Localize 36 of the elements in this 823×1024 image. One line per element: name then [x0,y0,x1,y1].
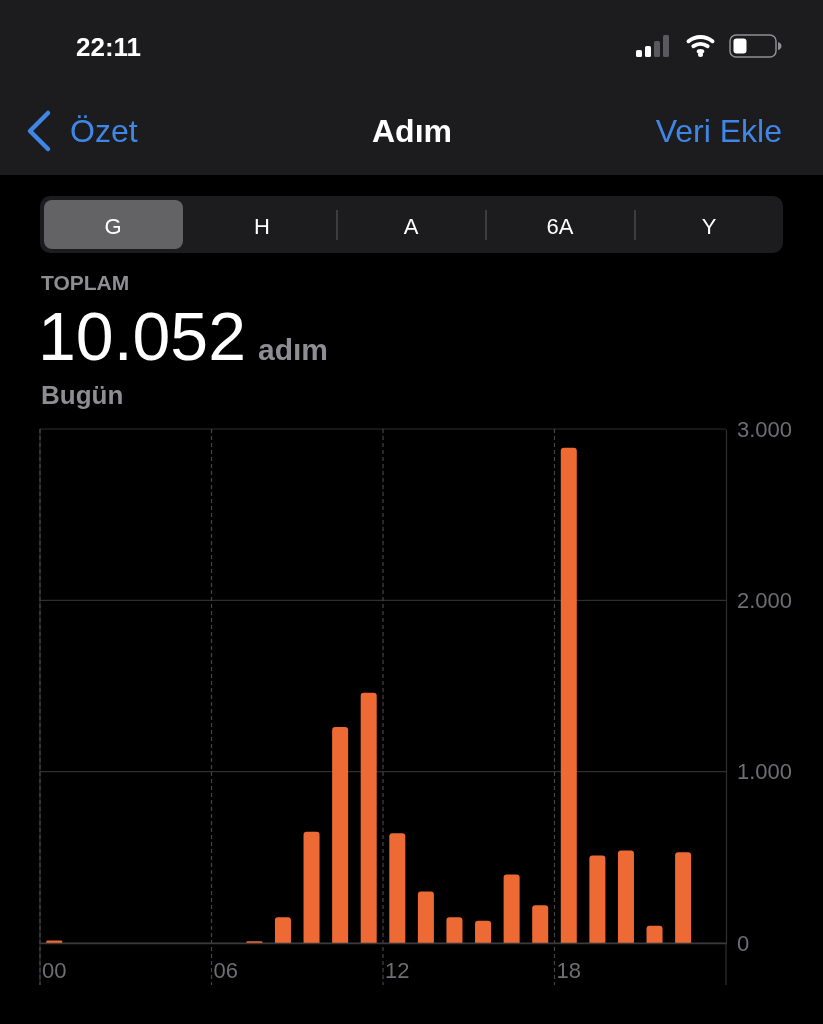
x-tick-label: 06 [213,957,239,983]
text: 10.052 [38,298,246,374]
bar [560,447,577,943]
y-tick-label: 1.000 [737,759,793,785]
bar [675,852,692,943]
text: TOPLAM [41,271,130,294]
text: adım [257,333,329,366]
text: 6A [546,214,574,239]
x-tick-label: 18 [556,957,582,983]
text: G [104,214,122,239]
y-tick-label: 2.000 [737,587,793,613]
bar [446,917,463,943]
bar [589,855,606,943]
y-tick-label: 3.000 [737,416,793,442]
text: H [254,214,270,239]
bar [417,891,434,943]
bar [360,692,377,943]
bar [646,925,663,943]
chart-title: Adım [372,113,452,149]
bar [475,920,492,943]
bar [532,905,549,943]
text: Y [701,214,717,239]
x-tick-label: 12 [385,957,410,983]
text: Özet [70,113,138,149]
text: A [403,214,419,239]
bar [303,831,320,943]
text: Bugün [41,380,124,410]
x-tick-label: 00 [42,957,67,983]
y-tick-label: 0 [737,930,750,956]
text: 22:11 [76,32,142,62]
bar [274,917,291,943]
bar [617,850,634,943]
bar [389,833,406,943]
text: Veri Ekle [655,113,782,149]
bar [503,874,520,943]
bar [332,727,349,943]
